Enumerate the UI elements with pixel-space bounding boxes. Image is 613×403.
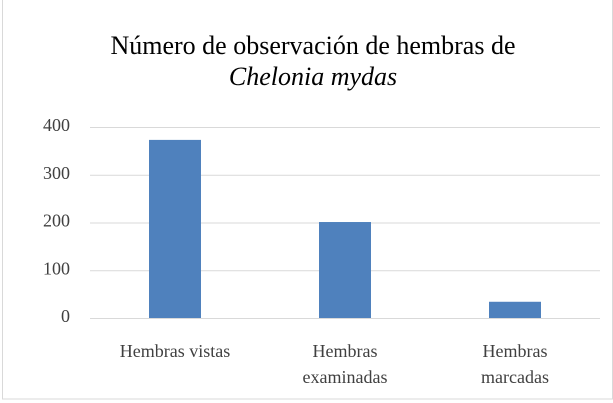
x-tick-label: Hembras marcadas [481,341,549,387]
y-tick-label: 300 [43,163,70,183]
y-tick-label: 400 [43,115,70,135]
x-tick-label: Hembras examinadas [302,341,388,387]
y-tick-label: 200 [43,211,70,231]
bar [489,301,541,318]
x-tick-label: Hembras vistas [119,341,231,361]
chart-title: Número de observación de hembras de [110,31,515,60]
chart-title: Chelonia mydas [229,62,397,91]
bar [149,139,201,318]
y-tick-label: 0 [61,306,70,326]
bar [319,222,371,318]
y-tick-label: 100 [43,258,70,278]
